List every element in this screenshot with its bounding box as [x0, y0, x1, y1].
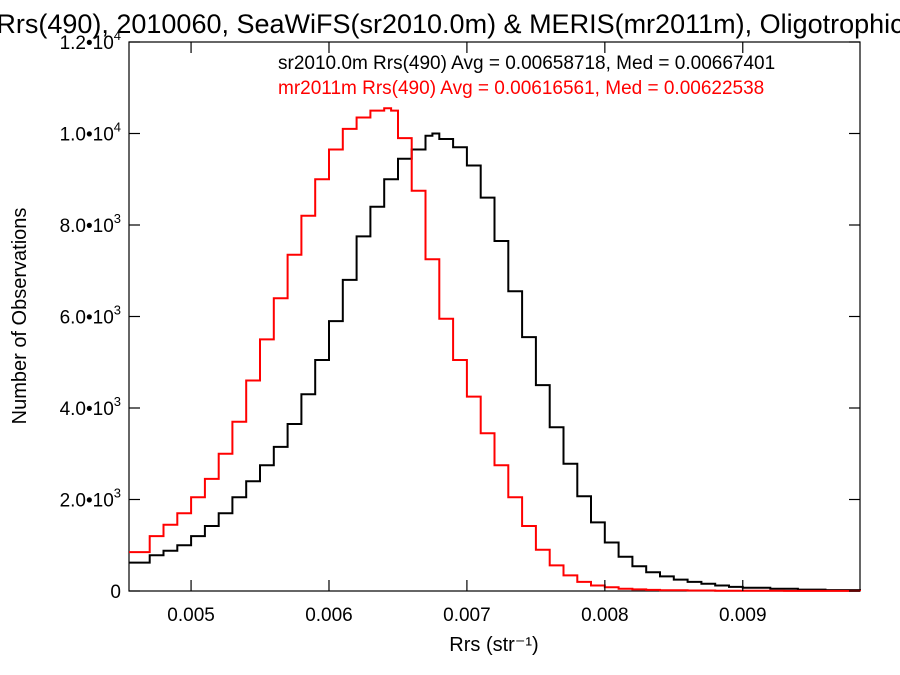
y-axis: 0 2.0•103 4.0•103 6.0•103 8.0•103 1.0•104 1.2•…: [60, 28, 860, 603]
x-axis-label: Rrs (str⁻¹): [449, 634, 538, 656]
y-tick-label: 1.0•104: [60, 120, 121, 146]
x-tick-label: 0.008: [581, 605, 629, 626]
y-axis-label: Number of Observations: [9, 208, 31, 425]
y-tick-label: 2.0•103: [60, 486, 121, 512]
y-tick-label: 0: [110, 582, 121, 603]
x-tick-label: 0.006: [305, 605, 353, 626]
legend-entry-mr2011: mr2011m Rrs(490) Avg = 0.00616561, Med =…: [278, 78, 764, 99]
chart-title: Rrs(490), 2010060, SeaWiFS(sr2010.0m) & …: [0, 9, 900, 39]
legend: sr2010.0m Rrs(490) Avg = 0.00658718, Med…: [278, 53, 775, 99]
x-tick-label: 0.007: [443, 605, 491, 626]
y-tick-label: 6.0•103: [60, 303, 121, 329]
plot-frame: [128, 41, 861, 592]
y-tick-label: 1.2•104: [60, 28, 121, 54]
x-tick-label: 0.005: [167, 605, 215, 626]
x-axis: 0.005 0.006 0.007 0.008 0.009: [167, 42, 767, 626]
series-line-mr2011m: [129, 107, 861, 592]
y-tick-label: 8.0•103: [60, 211, 121, 237]
x-tick-label: 0.009: [719, 605, 767, 626]
y-tick-label: 4.0•103: [60, 394, 121, 420]
series-line-sr2010.0m: [129, 132, 861, 592]
series-layer: [129, 107, 861, 592]
legend-entry-sr2010: sr2010.0m Rrs(490) Avg = 0.00658718, Med…: [278, 53, 775, 74]
